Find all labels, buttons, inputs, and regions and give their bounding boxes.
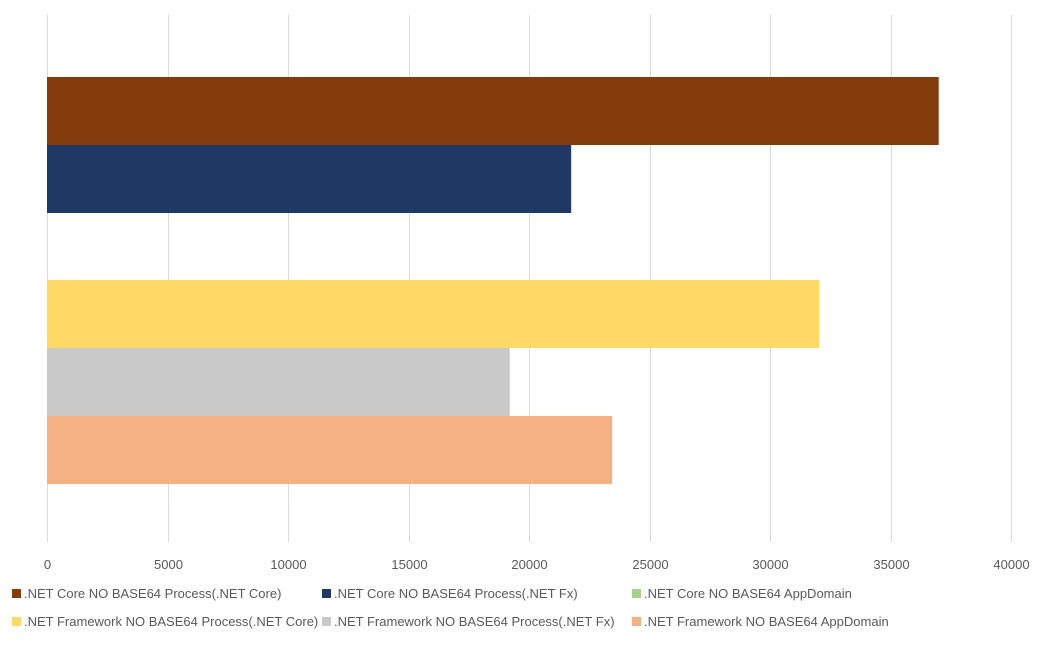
x-tick-label: 15000 bbox=[391, 557, 427, 572]
bar bbox=[47, 145, 572, 213]
x-tick-label: 20000 bbox=[511, 557, 547, 572]
legend-swatch bbox=[632, 589, 641, 598]
legend-swatch bbox=[632, 617, 641, 626]
bar bbox=[47, 348, 510, 416]
x-tick-label: 35000 bbox=[873, 557, 909, 572]
x-tick-label: 40000 bbox=[993, 557, 1029, 572]
legend-label: .NET Framework NO BASE64 Process(.NET Fx… bbox=[334, 614, 615, 629]
x-tick-label: 10000 bbox=[270, 557, 306, 572]
legend-label: .NET Core NO BASE64 Process(.NET Fx) bbox=[334, 586, 578, 601]
x-tick-label: 25000 bbox=[632, 557, 668, 572]
x-tick-label: 0 bbox=[44, 557, 51, 572]
x-tick-label: 30000 bbox=[752, 557, 788, 572]
legend-swatch bbox=[322, 589, 331, 598]
legend: .NET Core NO BASE64 Process(.NET Core) .N… bbox=[12, 586, 889, 629]
bar bbox=[47, 416, 613, 484]
legend-swatch bbox=[322, 617, 331, 626]
legend-swatch bbox=[12, 617, 21, 626]
bars bbox=[47, 77, 939, 484]
legend-label: .NET Core NO BASE64 Process(.NET Core) bbox=[24, 586, 281, 601]
bar bbox=[47, 280, 820, 348]
legend-swatch bbox=[12, 589, 21, 598]
legend-label: .NET Framework NO BASE64 AppDomain bbox=[644, 614, 889, 629]
bar bbox=[47, 77, 939, 145]
legend-label: .NET Core NO BASE64 AppDomain bbox=[644, 586, 852, 601]
x-axis: 0 5000 10000 15000 20000 25000 30000 35000 40000 bbox=[44, 557, 1030, 572]
legend-label: .NET Framework NO BASE64 Process(.NET Co… bbox=[24, 614, 318, 629]
x-tick-label: 5000 bbox=[154, 557, 183, 572]
